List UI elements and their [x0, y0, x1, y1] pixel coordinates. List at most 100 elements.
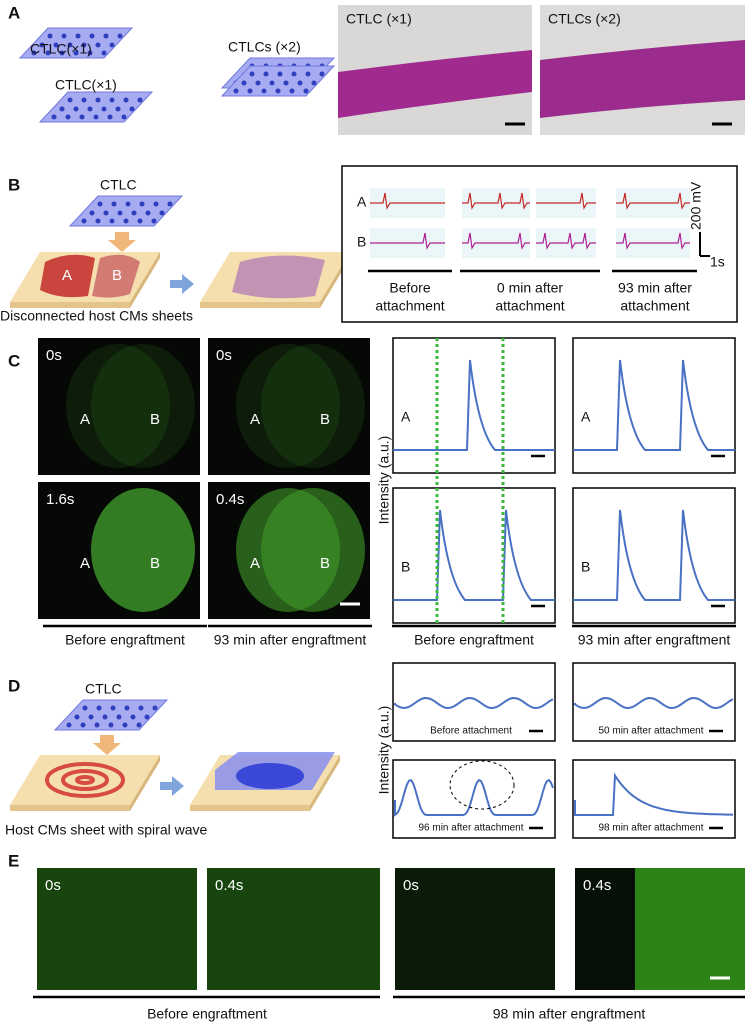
- caption: Before engraftment: [65, 632, 185, 648]
- tissue-glow: [91, 488, 195, 612]
- trace: [393, 359, 555, 451]
- trace: [370, 232, 445, 250]
- plot-frame: [392, 662, 556, 742]
- time-label: 0s: [46, 347, 62, 364]
- caption: 93 min after engraftment: [214, 632, 367, 648]
- panel-label: B: [8, 175, 20, 194]
- host-label: B: [112, 267, 122, 284]
- condition: attachment: [495, 298, 564, 314]
- tissue-glow: [91, 344, 195, 468]
- caption: Before engraftment: [414, 632, 534, 648]
- y-axis-label: Intensity (a.u.): [376, 706, 392, 795]
- region-label: B: [150, 411, 160, 428]
- caption: Before engraftment: [147, 1006, 267, 1022]
- arrow: [108, 232, 136, 252]
- tissue-glow: [66, 344, 170, 468]
- region-label: A: [80, 555, 90, 572]
- arrow: [93, 735, 121, 755]
- tissue-glow: [261, 488, 365, 612]
- region-label: A: [250, 411, 260, 428]
- host-sheet: [232, 255, 325, 299]
- row-label: B: [357, 234, 366, 250]
- scale-label: 1s: [710, 254, 725, 270]
- sheet-label: CTLC: [100, 177, 137, 193]
- sheet-label: CTLC: [85, 681, 122, 697]
- trace: [573, 509, 735, 601]
- image: [208, 338, 370, 475]
- plot-label: B: [401, 559, 410, 575]
- stack-label: CTLCs (×2): [228, 39, 301, 55]
- condition: attachment: [375, 298, 444, 314]
- plot-frame: [572, 337, 736, 474]
- photo-label: CTLC (×1): [346, 11, 412, 27]
- caption: 98 min after engraftment: [493, 1006, 646, 1022]
- region-label: B: [320, 411, 330, 428]
- time-label: 0.4s: [583, 877, 611, 894]
- sheet-icon: [39, 91, 153, 123]
- trace: [394, 778, 554, 817]
- image: [37, 868, 197, 990]
- plot-frame: [392, 337, 556, 474]
- fluorescence-images: 0s 0.4s 0s 0.4s: [37, 868, 745, 990]
- arrow: [170, 274, 194, 294]
- tissue-band: [338, 50, 532, 118]
- plot-caption: Before attachment: [430, 726, 512, 737]
- tissue-glow: [236, 344, 340, 468]
- scale-label: 200 mV: [688, 181, 704, 230]
- condition: attachment: [620, 298, 689, 314]
- trace: [616, 192, 690, 210]
- panel-label: D: [8, 676, 20, 695]
- ecg-traces: [370, 188, 690, 258]
- trace: [394, 696, 554, 710]
- intensity-plots: Before attachment 50 min after attachment…: [392, 662, 736, 839]
- host-sheet: [92, 254, 140, 298]
- trace: [574, 696, 734, 710]
- caption: Disconnected host CMs sheets: [0, 308, 193, 324]
- photo-label: CTLCs (×2): [548, 11, 621, 27]
- region-label: B: [320, 555, 330, 572]
- trace: [536, 192, 596, 210]
- sheet-label: CTLC(×1): [30, 41, 92, 57]
- time-label: 0s: [216, 347, 232, 364]
- panel-label: C: [8, 351, 20, 370]
- time-label: 1.6s: [46, 491, 74, 508]
- plot-frame: [572, 759, 736, 839]
- condition: 93 min after: [618, 280, 692, 296]
- plot-frame: [572, 487, 736, 624]
- plot-label: B: [581, 559, 590, 575]
- trace: [573, 359, 735, 451]
- panel-label: E: [8, 851, 19, 870]
- image-glow: [635, 868, 745, 990]
- arrow: [160, 776, 184, 796]
- trace: [574, 772, 733, 816]
- condition: Before: [389, 280, 430, 296]
- image: [207, 868, 380, 990]
- image-glow: [207, 868, 380, 990]
- trace: [462, 192, 530, 210]
- image-glow: [395, 868, 555, 990]
- region-label: A: [80, 411, 90, 428]
- panel-label: A: [8, 3, 20, 22]
- host-label: A: [62, 267, 72, 284]
- highlight: [449, 760, 515, 810]
- image: [395, 868, 555, 990]
- plot-label: A: [401, 409, 411, 425]
- image: [38, 338, 200, 475]
- sheet-icon: [54, 699, 168, 731]
- plot-caption: 98 min after attachment: [598, 823, 703, 834]
- caption: Host CMs sheet with spiral wave: [5, 822, 208, 838]
- image-glow: [37, 868, 197, 990]
- caption: 93 min after engraftment: [578, 632, 731, 648]
- intensity-plots: A A B B: [392, 337, 736, 624]
- trace: [616, 232, 690, 250]
- condition: 0 min after: [497, 280, 563, 296]
- region-label: A: [250, 555, 260, 572]
- time-label: 0s: [403, 877, 419, 894]
- plot-frame: [392, 759, 556, 839]
- plot-frame: [392, 487, 556, 624]
- time-label: 0.4s: [215, 877, 243, 894]
- region-label: B: [150, 555, 160, 572]
- time-label: 0.4s: [216, 491, 244, 508]
- row-label: A: [357, 194, 367, 210]
